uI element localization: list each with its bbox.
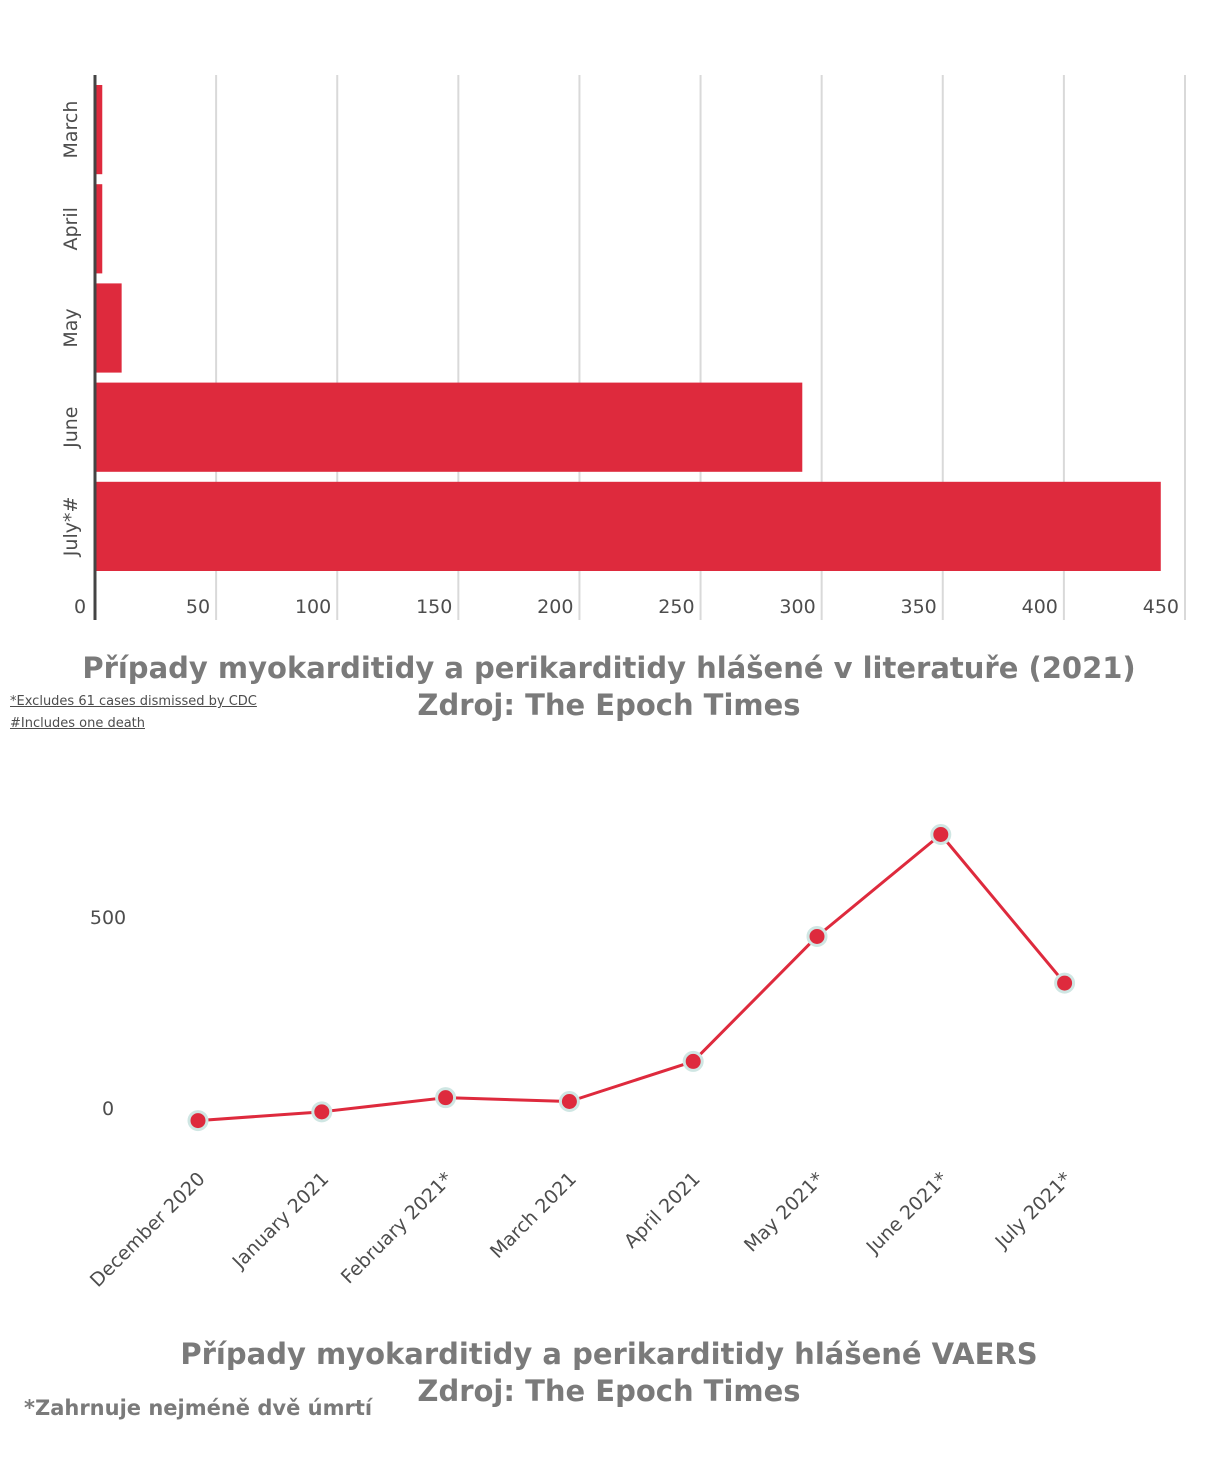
x-tick-label: February 2021*	[337, 1168, 457, 1288]
data-point	[806, 925, 828, 947]
x-tick-label: 0	[74, 596, 86, 618]
bar-chart-title: Případy myokarditidy a perikarditidy hlá…	[0, 650, 1218, 724]
x-tick-label: 300	[779, 596, 815, 618]
bar	[95, 283, 122, 373]
data-point	[682, 1050, 704, 1072]
bar-chart-title-line-1: Případy myokarditidy a perikarditidy hlá…	[82, 651, 1136, 685]
bar	[95, 481, 1161, 571]
x-tick-label: 400	[1022, 596, 1058, 618]
y-tick-label: June	[60, 407, 82, 449]
x-tick-label: 250	[658, 596, 694, 618]
line-chart-title: Případy myokarditidy a perikarditidy hlá…	[0, 1336, 1218, 1410]
bar-chart-note-death: #Includes one death	[10, 716, 145, 731]
x-tick-label: December 2020	[86, 1168, 210, 1292]
y-tick-label: March	[60, 101, 82, 159]
line-chart-title-line-2: Zdroj: The Epoch Times	[417, 1374, 801, 1408]
x-tick-label: 200	[537, 596, 573, 618]
line-chart-note: *Zahrnuje nejméně dvě úmrtí	[24, 1396, 373, 1420]
x-tick-label: 100	[295, 596, 331, 618]
data-point	[435, 1087, 457, 1109]
x-tick-label: June 2021*	[862, 1168, 953, 1259]
bar	[95, 85, 103, 175]
x-tick-label: 50	[186, 596, 210, 618]
data-point	[930, 823, 952, 845]
x-tick-label: 350	[901, 596, 937, 618]
bar-chart-note-excludes: *Excludes 61 cases dismissed by CDC	[10, 694, 257, 709]
bar-chart-title-line-2: Zdroj: The Epoch Times	[417, 688, 801, 722]
series-line	[197, 832, 1066, 1123]
data-point	[558, 1091, 580, 1113]
data-point	[187, 1110, 209, 1132]
bar	[95, 382, 803, 472]
y-tick-label: 0	[102, 1098, 114, 1120]
data-point	[311, 1101, 333, 1123]
x-tick-label: March 2021	[486, 1168, 581, 1263]
y-tick-label: 500	[90, 907, 126, 929]
y-tick-label: May	[60, 308, 82, 347]
x-tick-label: January 2021	[228, 1168, 334, 1274]
line-chart-title-line-1: Případy myokarditidy a perikarditidy hlá…	[180, 1337, 1038, 1371]
x-tick-label: July 2021*	[991, 1168, 1077, 1254]
x-tick-label: 450	[1143, 596, 1179, 618]
x-tick-label: April 2021	[620, 1168, 705, 1253]
y-tick-label: July*#	[60, 497, 82, 558]
x-tick-label: 150	[416, 596, 452, 618]
bar-chart: March April May June July*# 0 50 100 150 200 250 30…	[60, 75, 1186, 620]
x-tick-label: May 2021*	[740, 1168, 829, 1257]
y-tick-label: April	[60, 207, 82, 250]
bar	[95, 184, 103, 274]
data-point	[1054, 972, 1076, 994]
